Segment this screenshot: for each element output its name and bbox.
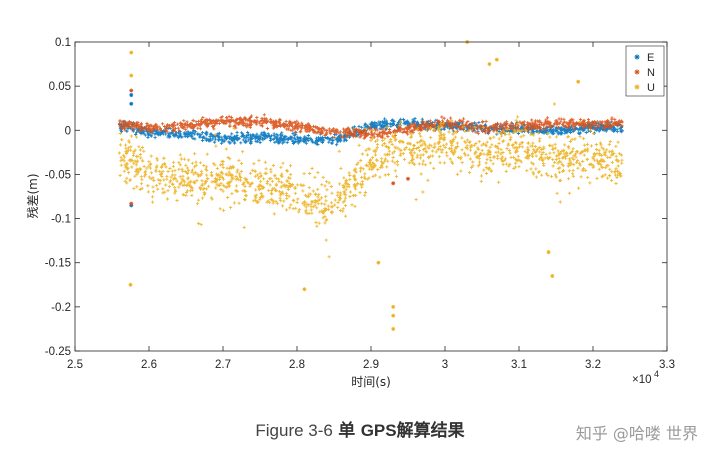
x-tick-label: 2.9 xyxy=(363,359,379,371)
x-tick-label: 2.6 xyxy=(141,359,157,371)
x-tick-label: 2.8 xyxy=(289,359,305,371)
y-tick-label: 0.05 xyxy=(49,81,71,93)
series-U-outlier-point xyxy=(391,304,396,309)
series-N-outlier-point xyxy=(406,176,410,181)
legend-label-N: N xyxy=(647,67,655,79)
plot-area-background xyxy=(75,42,667,351)
series-U-outlier-point xyxy=(494,57,499,62)
axis-ticks: 2.5 2.6 2.7 2.8 2.9 3 3.1 3.2 3.3 0.1 0.05 0 -0.05 -0… xyxy=(45,37,675,371)
y-tick-label: -0.25 xyxy=(45,346,71,358)
series-U-outlier-point xyxy=(546,250,551,255)
residual-scatter-chart: 2.5 2.6 2.7 2.8 2.9 3 3.1 3.2 3.3 0.1 0.05 0 -0.05 -0… xyxy=(26,37,675,389)
x-axis-label: 时间(s) xyxy=(351,375,391,389)
caption-figure-number: Figure 3-6 xyxy=(255,421,333,440)
series-U-points xyxy=(117,102,624,259)
x-tick-label: 3 xyxy=(442,359,448,371)
series-U-outlier-point xyxy=(376,260,381,265)
x-tick-label: 2.7 xyxy=(215,359,231,371)
series-E-outlier-point xyxy=(129,101,134,106)
legend-marker-N xyxy=(634,69,640,75)
legend: ENU xyxy=(625,45,665,97)
series-U-outlier-point xyxy=(391,313,396,318)
x-tick-label: 2.5 xyxy=(67,359,83,371)
legend-marker-U xyxy=(634,84,640,90)
x-tick-label: 3.2 xyxy=(585,359,601,371)
y-tick-label: -0.15 xyxy=(45,258,71,270)
series-U-outlier-point xyxy=(550,273,555,278)
series-N-outlier-point xyxy=(129,201,134,206)
series-N-points xyxy=(117,113,624,140)
x-exponent-base: ×10 xyxy=(632,374,652,386)
x-tick-label: 3.3 xyxy=(659,359,675,371)
series-N-outlier-point xyxy=(391,181,396,186)
figure-caption: Figure 3-6 单 GPS解算结果 xyxy=(0,416,720,441)
y-tick-label: -0.05 xyxy=(45,169,71,181)
series-E-outlier-point xyxy=(129,92,134,97)
x-exponent-power: 4 xyxy=(654,369,659,379)
caption-text-gps: GPS xyxy=(360,421,397,440)
series-U-outlier-point xyxy=(128,282,133,287)
series-U-outlier-point xyxy=(391,326,396,331)
legend-label-E: E xyxy=(647,52,654,64)
y-tick-label: -0.1 xyxy=(51,214,71,226)
y-tick-label: -0.2 xyxy=(51,302,71,314)
y-tick-label: 0 xyxy=(65,125,71,137)
series-U-outlier-point xyxy=(129,50,134,55)
legend-marker-E xyxy=(634,54,640,60)
data-points xyxy=(117,40,624,331)
series-N-outlier-point xyxy=(129,88,134,93)
x-tick-label: 3.1 xyxy=(511,359,527,371)
caption-text-result: 解算结果 xyxy=(396,421,465,441)
series-U-outlier-point xyxy=(576,79,581,84)
watermark-text: 知乎 @哈喽 世界 xyxy=(575,424,698,443)
y-axis-label: 残差(m) xyxy=(26,173,40,218)
caption-text-single: 单 xyxy=(338,421,356,441)
legend-box xyxy=(625,45,665,97)
series-U-outlier-point xyxy=(302,287,307,292)
series-U-outlier-point xyxy=(129,73,134,78)
legend-label-U: U xyxy=(647,82,655,94)
y-tick-label: 0.1 xyxy=(55,37,71,49)
series-U-outlier-point xyxy=(487,62,492,67)
x-axis-exponent: ×10 4 xyxy=(632,369,659,386)
